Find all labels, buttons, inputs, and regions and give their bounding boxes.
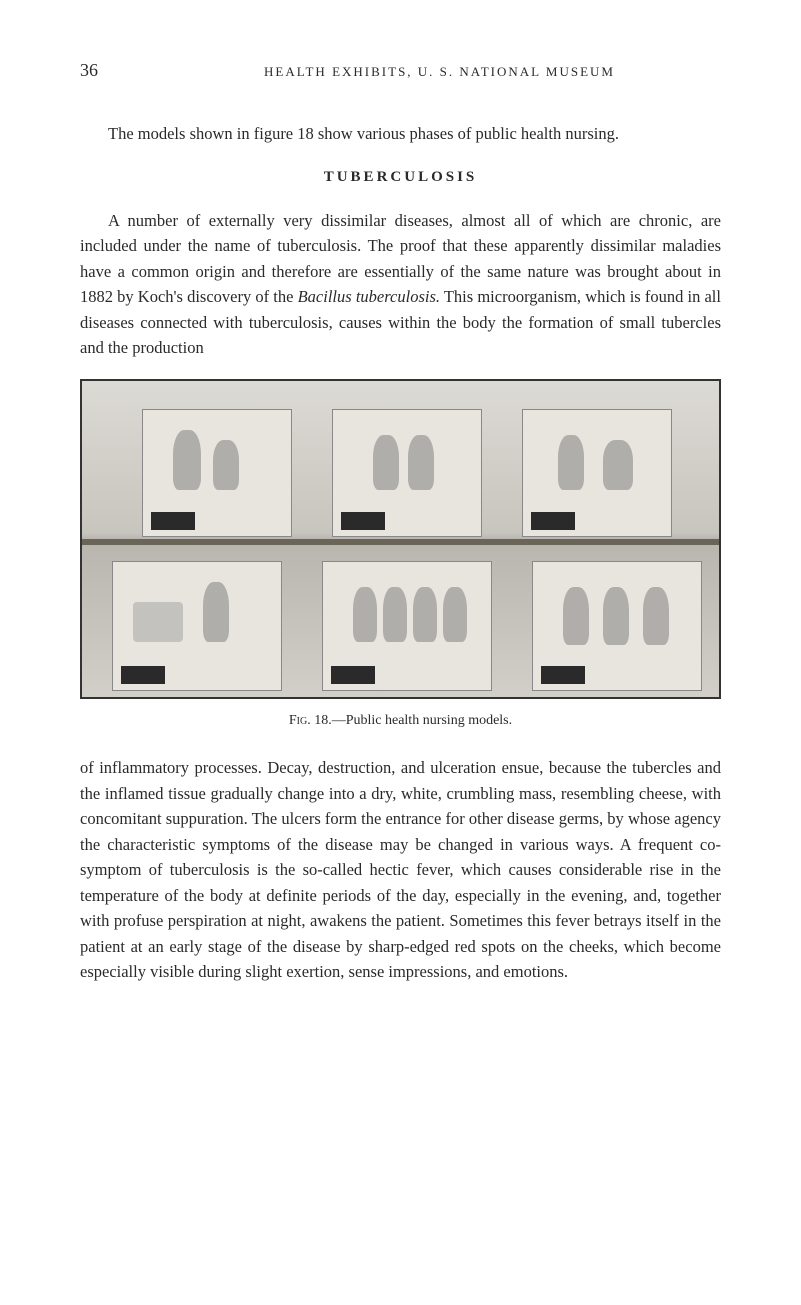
diorama-model-1 xyxy=(142,409,292,537)
diorama-model-5 xyxy=(322,561,492,691)
bacillus-italic: Bacillus tuberculosis. xyxy=(298,287,440,306)
figure-image xyxy=(80,379,721,699)
model-figure xyxy=(643,587,669,645)
model-figure xyxy=(603,440,633,490)
model-figure xyxy=(413,587,437,642)
diorama-label-plaque xyxy=(121,666,165,684)
model-figure xyxy=(173,430,201,490)
model-figure xyxy=(408,435,434,490)
figure-caption-text: —Public health nursing models. xyxy=(332,713,512,728)
figure-number: 18. xyxy=(314,713,332,728)
model-figure xyxy=(213,440,239,490)
paragraph-2: of inflammatory processes. Decay, destru… xyxy=(80,755,721,985)
model-figure xyxy=(373,435,399,490)
model-figure xyxy=(603,587,629,645)
diorama-model-2 xyxy=(332,409,482,537)
model-figure xyxy=(563,587,589,645)
section-heading: TUBERCULOSIS xyxy=(80,169,721,186)
paragraph-1: A number of externally very dissimilar d… xyxy=(80,208,721,361)
running-head: HEALTH EXHIBITS, U. S. NATIONAL MUSEUM xyxy=(158,64,721,80)
diorama-label-plaque xyxy=(151,512,195,530)
page-number: 36 xyxy=(80,60,98,81)
figure-caption: Fig. 18.—Public health nursing models. xyxy=(80,713,721,729)
model-figure xyxy=(558,435,584,490)
diorama-label-plaque xyxy=(341,512,385,530)
diorama-label-plaque xyxy=(541,666,585,684)
model-figure xyxy=(443,587,467,642)
figure-label-prefix: Fig. xyxy=(289,713,311,728)
diorama-model-6 xyxy=(532,561,702,691)
model-furniture xyxy=(133,602,183,642)
diorama-model-3 xyxy=(522,409,672,537)
shelf-divider xyxy=(82,539,719,545)
diorama-label-plaque xyxy=(531,512,575,530)
page-header: 36 HEALTH EXHIBITS, U. S. NATIONAL MUSEU… xyxy=(80,60,721,81)
diorama-label-plaque xyxy=(331,666,375,684)
figure-18: Fig. 18.—Public health nursing models. xyxy=(80,379,721,729)
model-figure xyxy=(383,587,407,642)
model-figure xyxy=(203,582,229,642)
intro-paragraph: The models shown in figure 18 show vario… xyxy=(80,121,721,147)
model-figure xyxy=(353,587,377,642)
diorama-model-4 xyxy=(112,561,282,691)
